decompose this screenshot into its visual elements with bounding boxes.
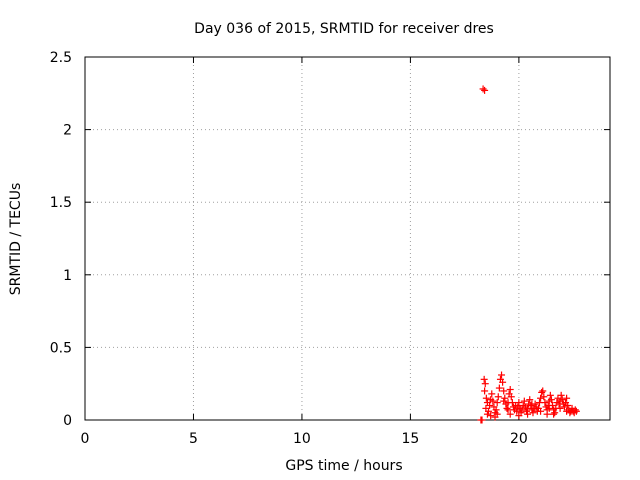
data-point xyxy=(493,399,501,407)
data-point xyxy=(545,404,553,412)
data-point xyxy=(482,394,490,402)
data-point xyxy=(483,410,491,418)
data-point xyxy=(557,391,565,399)
y-tick-label: 1.5 xyxy=(50,195,72,211)
data-point xyxy=(560,403,568,411)
data-point xyxy=(500,397,508,405)
data-point xyxy=(550,410,558,418)
data-point xyxy=(538,388,546,396)
data-point xyxy=(556,404,564,412)
data-point xyxy=(529,409,537,417)
data-point xyxy=(504,406,512,414)
data-point xyxy=(520,397,528,405)
data-point xyxy=(507,393,515,401)
data-point xyxy=(543,410,551,418)
data-point xyxy=(500,387,508,395)
data-point xyxy=(528,400,536,408)
data-point xyxy=(488,390,496,398)
data-point xyxy=(547,396,555,404)
data-point xyxy=(499,378,507,386)
data-point xyxy=(539,387,547,395)
x-tick-label: 15 xyxy=(401,431,419,447)
data-point xyxy=(481,380,489,388)
data-point xyxy=(493,410,501,418)
data-point xyxy=(564,401,572,409)
data-point xyxy=(515,399,523,407)
y-tick-label: 0.5 xyxy=(50,340,72,356)
data-point xyxy=(479,85,487,93)
data-point xyxy=(546,391,554,399)
data-point xyxy=(480,375,488,383)
data-point xyxy=(489,397,497,405)
data-point xyxy=(492,406,500,414)
plot-frame xyxy=(84,56,611,421)
data-point xyxy=(495,384,503,392)
data-point xyxy=(478,416,486,424)
data-point xyxy=(494,393,502,401)
data-point xyxy=(526,396,534,404)
data-points xyxy=(477,85,580,424)
x-tick-label: 5 xyxy=(189,431,198,447)
data-point xyxy=(481,387,489,395)
data-point xyxy=(571,406,579,414)
data-point xyxy=(563,394,571,402)
data-point xyxy=(572,407,580,415)
data-point xyxy=(551,409,559,417)
y-axis-label: SRMTID / TECUs xyxy=(8,183,24,296)
data-point xyxy=(506,410,514,418)
data-point xyxy=(498,371,506,379)
data-point xyxy=(503,404,511,412)
data-point xyxy=(515,412,523,420)
data-point xyxy=(524,410,532,418)
data-point xyxy=(537,407,545,415)
y-tick-label: 0 xyxy=(63,413,72,429)
y-tick-label: 2.5 xyxy=(50,50,72,66)
data-point xyxy=(537,394,545,402)
axis-ticks xyxy=(84,56,610,421)
data-point xyxy=(506,386,514,394)
y-tick-labels: 0 0.5 1 1.5 2 2.5 xyxy=(50,50,72,429)
x-tick-label: 0 xyxy=(81,431,90,447)
x-tick-label: 10 xyxy=(293,431,311,447)
data-point xyxy=(563,407,571,415)
y-tick-label: 2 xyxy=(63,123,72,139)
x-tick-label: 20 xyxy=(510,431,528,447)
chart-title: Day 036 of 2015, SRMTID for receiver dre… xyxy=(194,21,494,37)
x-tick-labels: 0 5 10 15 20 xyxy=(81,431,528,447)
data-point xyxy=(486,401,494,409)
y-tick-label: 1 xyxy=(63,268,72,284)
grid-lines xyxy=(85,57,610,420)
x-axis-label: GPS time / hours xyxy=(285,458,402,474)
data-point xyxy=(540,393,548,401)
data-point xyxy=(487,412,495,420)
data-point xyxy=(481,86,489,94)
